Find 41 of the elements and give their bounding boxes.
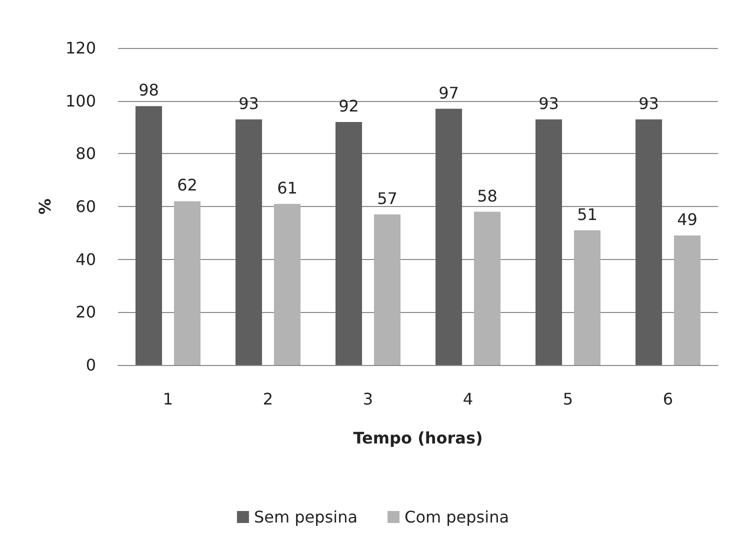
data-label: 58 — [477, 186, 498, 206]
y-tick-label: 60 — [76, 197, 96, 216]
y-tick-label: 40 — [76, 250, 96, 269]
y-tick-label: 120 — [65, 38, 96, 58]
legend-label: Com pepsina — [404, 508, 510, 526]
data-label: 62 — [177, 176, 198, 195]
y-axis-title: % — [36, 198, 54, 215]
bar — [374, 214, 400, 365]
x-tick-label: 6 — [662, 390, 674, 408]
bar — [236, 119, 262, 365]
bar — [136, 106, 162, 365]
data-label: 98 — [138, 80, 159, 100]
data-label: 93 — [638, 94, 659, 113]
data-label: 92 — [338, 96, 359, 116]
x-tick-label: 4 — [462, 390, 474, 408]
y-tick-label: 0 — [86, 356, 96, 374]
legend-label: Sem pepsina — [254, 508, 358, 526]
x-tick-label: 5 — [562, 390, 574, 408]
bar — [336, 122, 362, 365]
data-label: 93 — [238, 94, 259, 113]
x-tick-label: 3 — [362, 390, 374, 408]
x-tick-label: 1 — [162, 390, 174, 408]
data-label: 93 — [538, 94, 559, 113]
bar — [636, 119, 662, 365]
bar — [536, 119, 562, 365]
y-tick-label: 80 — [76, 144, 96, 164]
data-label: 97 — [438, 83, 459, 102]
data-label: 51 — [577, 204, 598, 224]
bar — [674, 236, 700, 365]
x-tick-label: 2 — [262, 390, 274, 408]
data-label: 61 — [277, 178, 298, 198]
y-tick-label: 100 — [65, 91, 96, 110]
x-axis-title: Tempo (horas) — [353, 428, 483, 448]
bar — [274, 204, 300, 365]
bar — [174, 201, 200, 365]
bar — [474, 212, 500, 365]
bar — [574, 230, 600, 365]
y-tick-label: 20 — [76, 302, 96, 322]
data-label: 49 — [677, 210, 698, 230]
data-label: 57 — [377, 188, 398, 208]
bar — [436, 108, 462, 365]
